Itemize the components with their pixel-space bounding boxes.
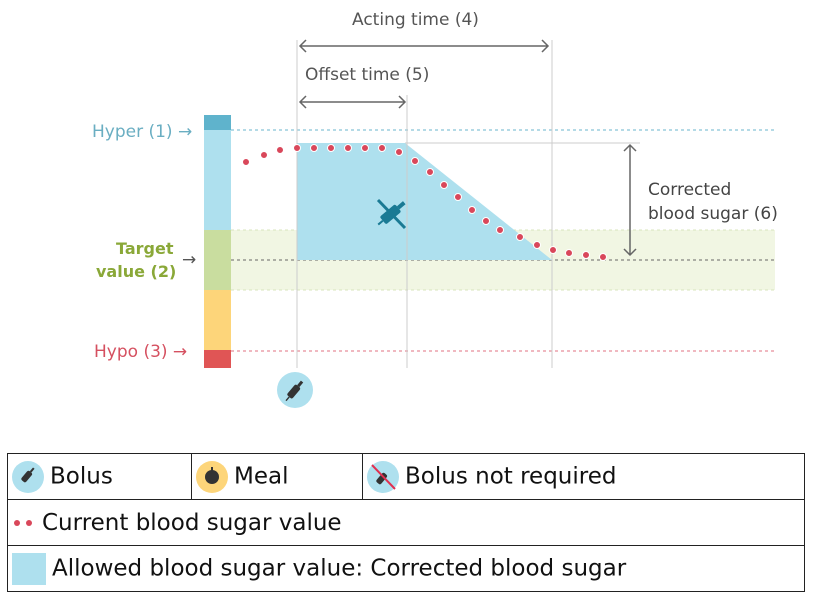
scale-hypo <box>204 350 231 368</box>
offset-time-arrow <box>298 95 407 109</box>
hyper-label: Hyper (1) → <box>92 122 193 142</box>
legend-current: Current blood sugar value <box>7 499 805 546</box>
target-label-2: value (2) <box>96 262 177 281</box>
current-blood-sugar-dots <box>242 144 607 261</box>
legend-bolus-not-required-label: Bolus not required <box>405 463 617 489</box>
blood-sugar-dot <box>411 157 419 165</box>
blood-sugar-dot <box>395 148 403 156</box>
cross-line <box>376 198 407 230</box>
allowed-swatch <box>12 552 46 585</box>
offset-time-label: Offset time (5) <box>305 65 430 85</box>
blood-sugar-dot <box>293 144 301 152</box>
bolus-icon <box>12 460 44 493</box>
blood-sugar-dot <box>242 158 250 166</box>
legend-meal-label: Meal <box>234 463 289 489</box>
blood-sugar-dot <box>344 144 352 152</box>
scale-low <box>204 290 231 350</box>
blood-sugar-dot <box>276 146 284 154</box>
scale-high <box>204 130 231 230</box>
legend-current-label: Current blood sugar value <box>42 509 342 536</box>
blood-sugar-dot <box>599 253 607 261</box>
hypo-label: Hypo (3) → <box>94 342 188 362</box>
scale-target <box>204 230 231 290</box>
blood-sugar-dot <box>327 144 335 152</box>
blood-sugar-dot <box>549 246 557 254</box>
blood-sugar-dot <box>378 144 386 152</box>
blood-sugar-dot <box>454 193 462 201</box>
blood-sugar-dot <box>565 249 573 257</box>
blood-sugar-dot <box>260 151 268 159</box>
legend-table: Bolus Meal Bolus not required Current bl… <box>7 453 805 592</box>
legend-allowed-label: Allowed blood sugar value: Corrected blo… <box>52 555 627 581</box>
blood-sugar-dot <box>310 144 318 152</box>
bolus-diagram <box>204 39 775 408</box>
legend-bolus-label: Bolus <box>50 463 113 489</box>
corrected-label-1: Corrected <box>648 180 732 200</box>
corrected-label-2: blood sugar (6) <box>648 204 778 224</box>
legend-meal: Meal <box>191 453 363 500</box>
allowed-area <box>297 143 552 260</box>
target-label-1: Target <box>116 239 174 258</box>
blood-sugar-dot <box>482 217 490 225</box>
legend-bolus: Bolus <box>7 453 192 500</box>
target-arrow: → <box>182 250 197 270</box>
blood-sugar-dot <box>361 144 369 152</box>
acting-time-label: Acting time (4) <box>352 10 479 30</box>
legend-allowed: Allowed blood sugar value: Corrected blo… <box>7 545 805 592</box>
blood-sugar-dot <box>440 181 448 189</box>
blood-sugar-dot <box>533 241 541 249</box>
scale-hyper <box>204 115 231 130</box>
blood-sugar-dot <box>516 233 524 241</box>
apple-icon <box>196 460 228 493</box>
dots-icon <box>14 520 32 526</box>
bolus-not-required-icon <box>367 460 399 493</box>
corrected-arrow <box>623 143 637 257</box>
blood-sugar-dot <box>426 168 434 176</box>
blood-sugar-dot <box>582 251 590 259</box>
blood-sugar-dot <box>468 206 476 214</box>
blood-sugar-dot <box>496 226 504 234</box>
legend-bolus-not-required: Bolus not required <box>362 453 805 500</box>
acting-time-arrow <box>298 39 550 53</box>
